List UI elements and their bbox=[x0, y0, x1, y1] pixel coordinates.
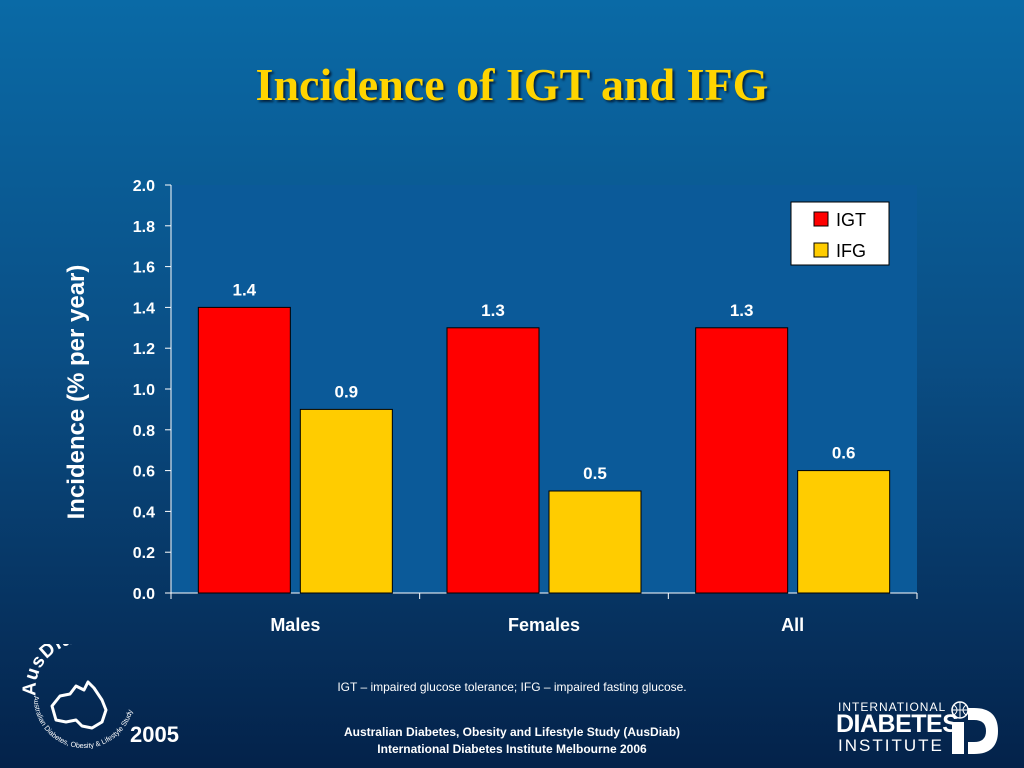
legend-label-ifg: IFG bbox=[836, 241, 866, 261]
data-label: 1.3 bbox=[481, 301, 505, 320]
svg-text:Australian Diabetes, Obesity &: Australian Diabetes, Obesity & Lifestyle… bbox=[32, 696, 135, 750]
bar-igt bbox=[446, 327, 540, 594]
y-tick-label: 0.6 bbox=[133, 464, 155, 481]
institute-logo: INTERNATIONAL DIABETES INSTITUTE bbox=[836, 696, 1006, 758]
y-tick-label: 1.8 bbox=[133, 219, 155, 236]
data-label: 0.5 bbox=[583, 464, 607, 483]
australia-map-icon bbox=[50, 680, 108, 730]
institute-emblem-icon bbox=[951, 701, 998, 754]
footnote: IGT – impaired glucose tolerance; IFG – … bbox=[337, 680, 687, 694]
credits: Australian Diabetes, Obesity and Lifesty… bbox=[0, 724, 1024, 758]
y-tick-label: 0.8 bbox=[133, 423, 155, 440]
data-label: 1.3 bbox=[730, 301, 754, 320]
credit-institute: International Diabetes Institute Melbour… bbox=[377, 742, 647, 756]
y-tick-label: 1.2 bbox=[133, 341, 155, 358]
bar-chart: 0.0 0.2 0.4 0.6 0.8 1.0 1.2 1.4 1.6 1.8 2.0 1.4 0.9 M… bbox=[63, 178, 917, 635]
y-tick-label: 2.0 bbox=[133, 178, 155, 195]
institute-logo-line1: INTERNATIONAL bbox=[838, 700, 947, 714]
bar-igt bbox=[695, 327, 789, 594]
y-tick-label: 0.2 bbox=[133, 545, 155, 562]
ausdiab-subtitle: Australian Diabetes, Obesity & Lifestyle… bbox=[32, 696, 135, 750]
y-tick-label: 1.4 bbox=[133, 300, 155, 317]
bar-igt bbox=[197, 306, 291, 594]
data-label: 0.9 bbox=[335, 382, 359, 401]
legend-label-igt: IGT bbox=[836, 210, 866, 230]
x-tick-label: All bbox=[781, 615, 804, 635]
data-label: 1.4 bbox=[233, 280, 257, 299]
bar-ifg bbox=[299, 408, 393, 594]
data-label: 0.6 bbox=[832, 444, 856, 463]
institute-logo-line2: DIABETES bbox=[836, 710, 959, 738]
bar-ifg bbox=[797, 470, 891, 594]
y-tick-label: 0.0 bbox=[133, 586, 155, 603]
institute-logo-line3: INSTITUTE bbox=[838, 736, 944, 755]
y-tick-label: 1.6 bbox=[133, 260, 155, 277]
x-tick-label: Females bbox=[508, 615, 580, 635]
y-tick-label: 1.0 bbox=[133, 382, 155, 399]
slide-title: Incidence of IGT and IFG bbox=[255, 59, 769, 110]
svg-text:AusDiab: AusDiab bbox=[22, 644, 87, 696]
bar-ifg bbox=[548, 490, 642, 594]
ausdiab-name: AusDiab bbox=[22, 644, 86, 696]
legend-swatch-igt bbox=[813, 211, 829, 227]
legend-swatch-ifg bbox=[813, 242, 829, 258]
ausdiab-logo: AusDiab Australian Diabetes, Obesity & L… bbox=[22, 644, 135, 750]
legend-box bbox=[790, 201, 890, 266]
year-label: 2005 bbox=[130, 722, 179, 747]
credit-study: Australian Diabetes, Obesity and Lifesty… bbox=[343, 725, 681, 739]
x-tick-label: Males bbox=[270, 615, 320, 635]
y-axis-title: Incidence (% per year) bbox=[63, 265, 90, 520]
y-tick-label: 0.4 bbox=[133, 504, 155, 521]
